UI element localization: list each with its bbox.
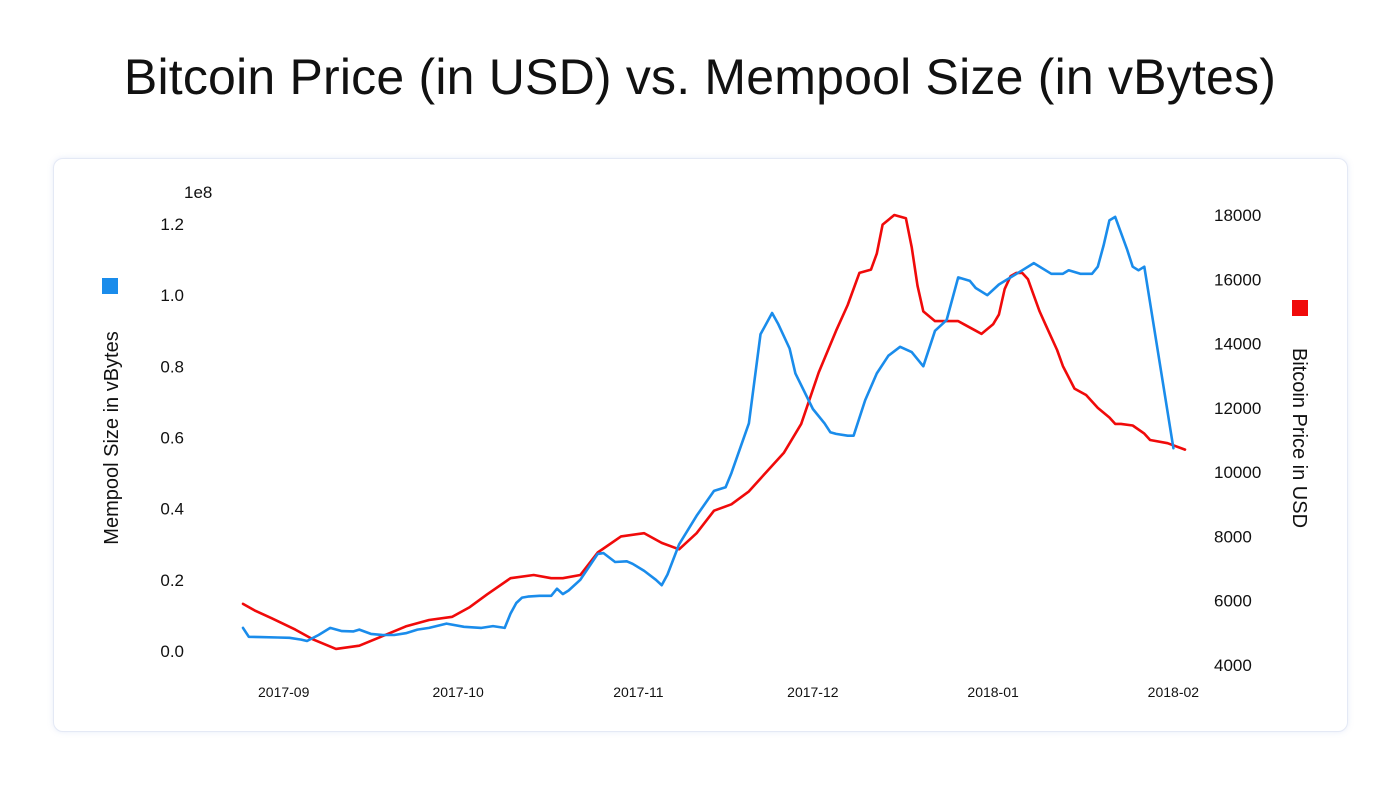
left-axis-label: Mempool Size in vBytes [101,331,123,544]
right-axis-tick-label: 8000 [1214,527,1252,546]
mempool-series-line [241,215,1175,643]
right-axis-tick-label: 16000 [1214,270,1261,289]
right-axis-tick-label: 6000 [1214,592,1252,611]
price-series-line [241,213,1187,651]
left-axis-tick-label: 0.0 [160,642,184,661]
price-legend-marker [1292,300,1308,316]
right-axis-tick-label: 4000 [1214,656,1252,675]
x-axis-tick-label: 2017-11 [613,684,664,700]
chart-title: Bitcoin Price (in USD) vs. Mempool Size … [123,49,1277,105]
x-axis-tick-label: 2017-09 [258,684,310,700]
right-axis-tick-label: 18000 [1214,206,1261,225]
x-axis-tick-label: 2017-12 [787,684,839,700]
left-axis-offset-text: 1e8 [184,183,212,202]
right-axis-tick-label: 10000 [1214,463,1261,482]
left-axis-tick-label: 0.6 [160,429,184,448]
left-axis-tick-label: 0.4 [160,500,184,519]
right-axis-tick-label: 14000 [1214,335,1261,354]
left-axis-ticks: 0.0 0.2 0.4 0.6 0.8 1.0 1.2 [160,215,184,661]
right-axis-ticks: 4000 6000 8000 10000 12000 14000 16000 18000 [1214,206,1261,675]
left-axis-tick-label: 0.2 [160,571,184,590]
x-axis-tick-label: 2017-10 [432,684,484,700]
x-axis-tick-label: 2018-01 [967,684,1019,700]
right-axis-tick-label: 12000 [1214,399,1261,418]
left-axis-tick-label: 0.8 [160,357,184,376]
mempool-legend-marker [102,278,118,294]
left-axis-tick-label: 1.2 [160,215,184,234]
right-axis-label: Bitcoin Price in USD [1288,348,1310,528]
x-axis-ticks: 2017-09 2017-10 2017-11 2017-12 2018-01 2018-… [258,684,1199,700]
x-axis-tick-label: 2018-02 [1148,684,1200,700]
left-axis-tick-label: 1.0 [160,286,184,305]
